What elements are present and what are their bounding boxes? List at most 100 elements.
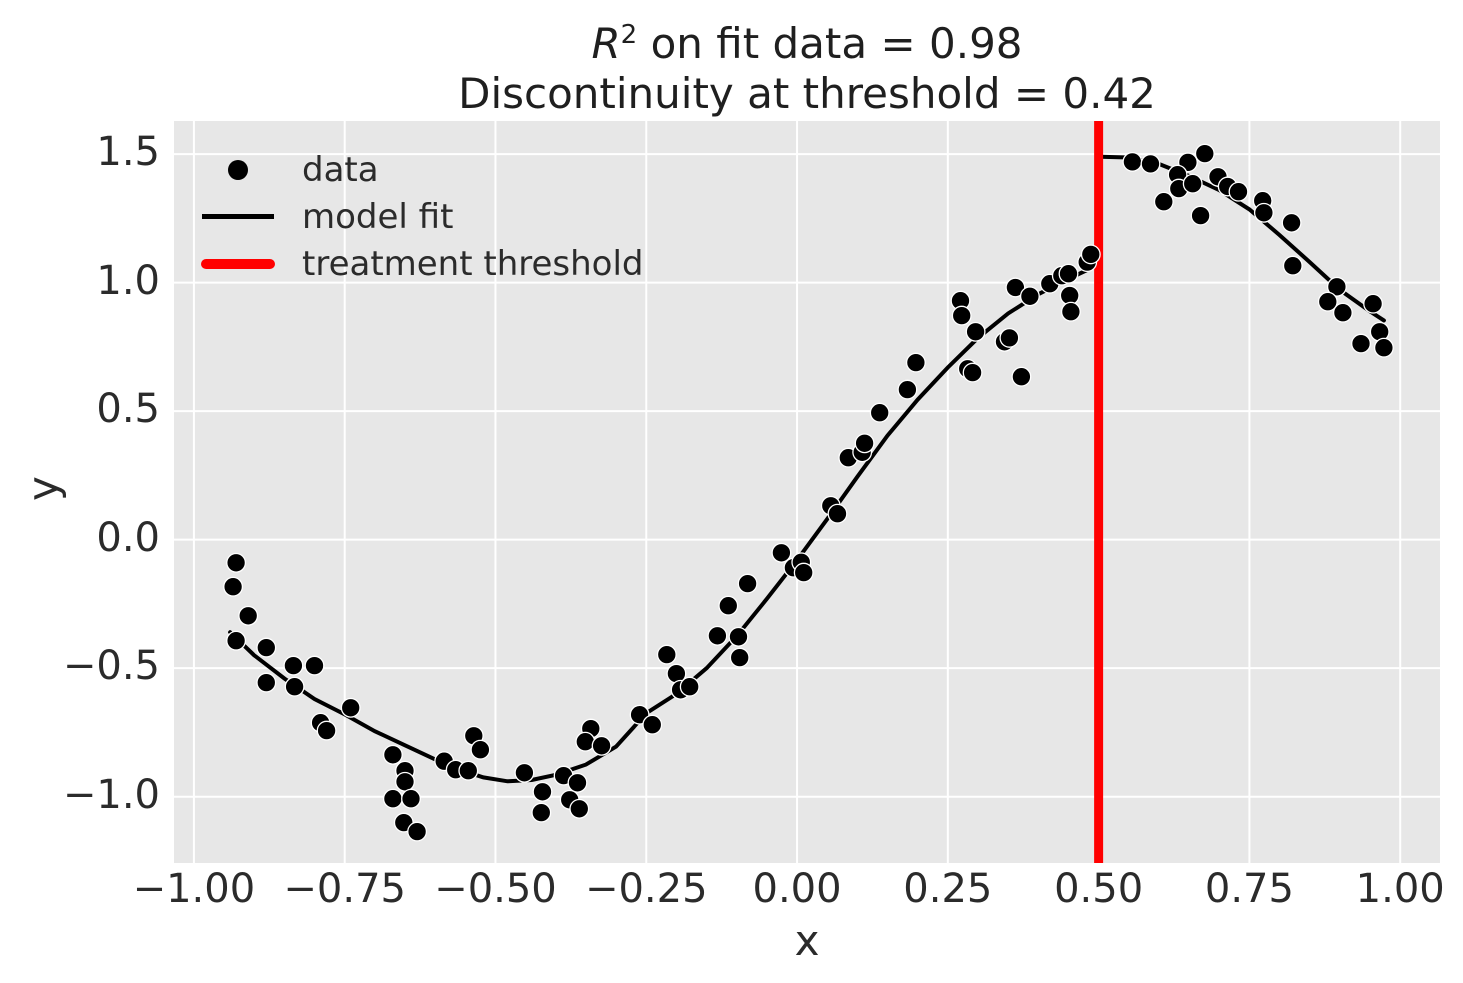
x-tick-label: −0.50 [434, 866, 557, 912]
data-point [962, 362, 983, 383]
data-point [256, 672, 277, 693]
data-point [1317, 291, 1338, 312]
data-point [642, 714, 663, 735]
y-tick-label: 1.5 [96, 129, 160, 176]
data-point [226, 630, 247, 651]
data-point [407, 821, 428, 842]
data-point [793, 562, 814, 583]
data-point [256, 637, 277, 658]
data-point [1019, 286, 1040, 307]
model-fit-line-icon [202, 214, 274, 219]
data-point [514, 762, 535, 783]
legend-item-treatment-threshold: treatment threshold [198, 240, 644, 287]
r-symbol: R [591, 19, 621, 68]
data-point [567, 772, 588, 793]
data-marker-icon [228, 159, 248, 180]
data-point [1011, 366, 1032, 387]
r-exponent: 2 [620, 20, 638, 50]
data-point [382, 788, 403, 809]
data-point [223, 576, 244, 597]
data-point [729, 647, 750, 668]
data-point [827, 503, 848, 524]
legend-item-model-fit: model fit [198, 193, 644, 240]
data-point [1326, 276, 1347, 297]
data-point [656, 644, 677, 665]
chart-title: R2 on fit data = 0.98 Discontinuity at t… [175, 10, 1439, 119]
chart-title-line1: R2 on fit data = 0.98 [175, 10, 1439, 69]
data-point [728, 626, 749, 647]
data-point [238, 605, 259, 626]
data-point [382, 744, 403, 765]
y-tick-label: 0.0 [96, 514, 160, 561]
data-point [1351, 333, 1371, 354]
data-point [897, 379, 918, 400]
data-point [679, 676, 700, 697]
y-tick-label: −0.5 [62, 643, 160, 690]
data-point [591, 735, 612, 756]
y-axis-label: y [18, 476, 68, 501]
x-axis-label: x [794, 916, 820, 965]
data-point [1005, 277, 1026, 298]
data-point [1190, 205, 1211, 226]
data-point [965, 321, 986, 342]
data-point [340, 697, 361, 718]
x-tick-label: 0.75 [1204, 866, 1294, 912]
x-tick-label: 0.25 [903, 866, 993, 912]
data-point [1060, 301, 1081, 322]
model-fit-curve-left [228, 262, 1101, 784]
data-point [1332, 302, 1353, 323]
data-point [1253, 202, 1274, 223]
data-point [1122, 151, 1143, 172]
data-point [718, 595, 739, 616]
data-point [1373, 337, 1394, 358]
data-point [458, 760, 479, 781]
data-point [1281, 212, 1302, 233]
plot-background [174, 121, 1440, 863]
data-point [1153, 191, 1174, 212]
x-tick-label: 0.00 [752, 866, 842, 912]
data-point [854, 433, 875, 454]
data-point [1182, 173, 1203, 194]
chart-title-line2: Discontinuity at threshold = 0.42 [458, 69, 1156, 118]
legend-label-treatment-threshold: treatment threshold [302, 243, 644, 284]
data-point [470, 739, 491, 760]
data-point [226, 552, 247, 573]
data-point [531, 802, 552, 823]
data-point [401, 788, 421, 809]
legend-label-data: data [302, 149, 379, 190]
y-tick-label: −1.0 [62, 771, 160, 818]
data-point [1080, 244, 1101, 265]
data-point [283, 655, 304, 676]
data-point [951, 305, 972, 326]
y-tick-label: 1.0 [96, 257, 160, 304]
x-tick-label: 0.50 [1054, 866, 1144, 912]
data-point [304, 655, 325, 676]
data-point [707, 625, 728, 646]
data-point [1282, 255, 1303, 276]
data-point [999, 327, 1020, 348]
x-tick-label: 1.00 [1355, 866, 1445, 912]
x-tick-label: −0.75 [283, 866, 406, 912]
data-point [284, 676, 305, 697]
data-point [737, 573, 758, 594]
title-line1-text: on fit data = 0.98 [637, 19, 1023, 68]
data-point [395, 771, 415, 792]
data-point [575, 731, 596, 752]
threshold-line-icon [201, 258, 275, 269]
data-point [569, 798, 590, 819]
data-point [316, 720, 337, 741]
data-point [1140, 153, 1161, 174]
legend: data model fit treatment threshold [198, 146, 644, 287]
x-tick-label: −0.25 [584, 866, 708, 912]
data-point [905, 352, 926, 373]
y-tick-label: 0.5 [96, 386, 160, 433]
data-point [1228, 181, 1249, 202]
legend-item-data: data [198, 146, 644, 193]
data-point [1194, 143, 1215, 164]
data-point [869, 402, 890, 423]
data-point [532, 781, 553, 802]
legend-label-model-fit: model fit [302, 196, 454, 237]
data-point [771, 542, 792, 563]
